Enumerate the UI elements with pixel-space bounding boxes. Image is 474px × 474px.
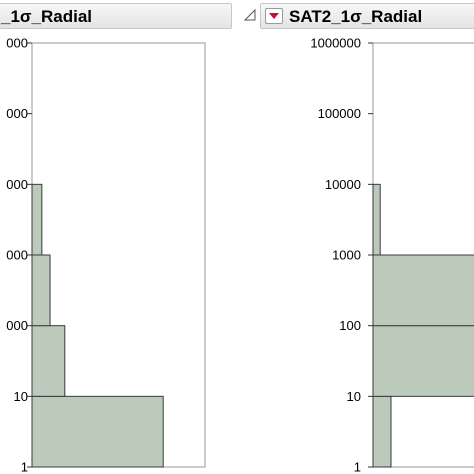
left-tick-label: 000 bbox=[6, 36, 28, 51]
left-tick-label: 000 bbox=[6, 106, 28, 121]
right-tick-label: 1000 bbox=[332, 248, 361, 263]
right-histogram-bar bbox=[372, 183, 381, 256]
left-tick-label: 000 bbox=[6, 318, 28, 333]
right-histogram-bar bbox=[372, 395, 392, 468]
left-histogram-bar bbox=[31, 254, 51, 327]
right-histogram-bar bbox=[372, 325, 474, 397]
right-tick-label: 100 bbox=[339, 318, 361, 333]
left-panel-title: _1σ_Radial bbox=[1, 7, 93, 26]
right-tick-label: 1 bbox=[354, 460, 361, 474]
left-tick-label: 000 bbox=[6, 177, 28, 192]
right-histogram-bar bbox=[372, 254, 474, 327]
right-panel-header[interactable]: SAT2_1σ_Radial bbox=[260, 3, 474, 29]
disclosure-triangle-icon[interactable] bbox=[242, 7, 258, 23]
left-histogram-bar bbox=[31, 183, 43, 256]
right-panel-title: SAT2_1σ_Radial bbox=[289, 7, 423, 26]
left-histogram-bar bbox=[31, 395, 164, 468]
left-tick-label: 1 bbox=[21, 460, 28, 474]
right-tick-label: 1000000 bbox=[310, 36, 361, 51]
right-tick-label: 100000 bbox=[318, 106, 361, 121]
left-histogram-bar bbox=[31, 325, 66, 397]
left-tick-label: 10 bbox=[14, 389, 28, 404]
red-triangle-menu-icon[interactable] bbox=[265, 8, 283, 24]
right-tick-label: 10000 bbox=[325, 177, 361, 192]
right-tick-label: 10 bbox=[347, 389, 361, 404]
left-panel-header[interactable]: _1σ_Radial bbox=[0, 3, 232, 29]
left-tick-label: 000 bbox=[6, 248, 28, 263]
